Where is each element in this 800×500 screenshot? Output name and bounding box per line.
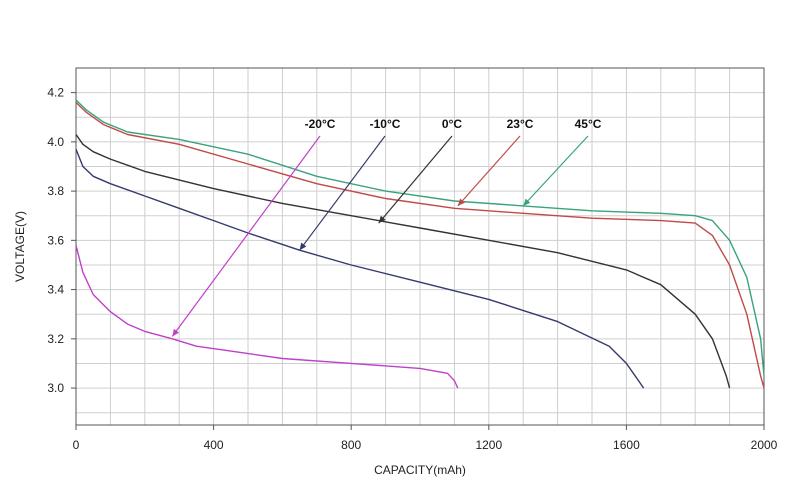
x-tick-label: 800 — [341, 438, 361, 452]
x-tick-label: 2000 — [751, 438, 778, 452]
y-tick-label: 4.0 — [47, 135, 64, 149]
y-tick-label: 3.6 — [47, 233, 64, 247]
series-label-arrowhead — [457, 198, 465, 206]
x-tick-label: 1600 — [613, 438, 640, 452]
series-label-arrowhead — [299, 242, 307, 251]
series-line — [75, 148, 645, 389]
y-axis-ticks: 3.0 3.2 3.4 3.6 3.8 4.0 4.2 — [47, 86, 76, 395]
series-label: -20°C — [305, 117, 336, 131]
series-line — [75, 101, 765, 389]
series-label-arrow — [457, 135, 521, 207]
chart-grid — [76, 67, 764, 425]
series-labels: -20°C -10°C 0°C 23°C 45°C — [171, 117, 602, 337]
y-axis-label: VOLTAGE(V) — [13, 211, 27, 282]
series-label-arrow — [171, 135, 321, 337]
series-line — [75, 99, 765, 376]
series-label-arrowhead — [378, 215, 386, 224]
series-lines — [75, 99, 765, 389]
y-tick-label: 3.4 — [47, 283, 64, 297]
series-label-arrow — [299, 135, 386, 251]
series-label: 45°C — [575, 117, 602, 131]
series-label-arrow — [522, 135, 589, 207]
x-tick-label: 0 — [73, 438, 80, 452]
series-label: 23°C — [507, 117, 534, 131]
x-tick-label: 1200 — [475, 438, 502, 452]
series-line — [75, 245, 459, 389]
series-label-arrow — [378, 135, 453, 224]
series-label-arrowhead — [172, 328, 180, 337]
series-label: -10°C — [370, 117, 401, 131]
x-axis-ticks: 0 400 800 1200 1600 2000 — [73, 425, 778, 452]
y-tick-label: 3.8 — [47, 184, 64, 198]
x-axis-label: CAPACITY(mAh) — [374, 463, 466, 477]
y-tick-label: 4.2 — [47, 86, 64, 100]
series-label-arrowhead — [523, 198, 531, 206]
y-tick-label: 3.0 — [47, 381, 64, 395]
series-label: 0°C — [442, 117, 462, 131]
x-tick-label: 400 — [204, 438, 224, 452]
series-line — [75, 134, 731, 389]
y-tick-label: 3.2 — [47, 332, 64, 346]
